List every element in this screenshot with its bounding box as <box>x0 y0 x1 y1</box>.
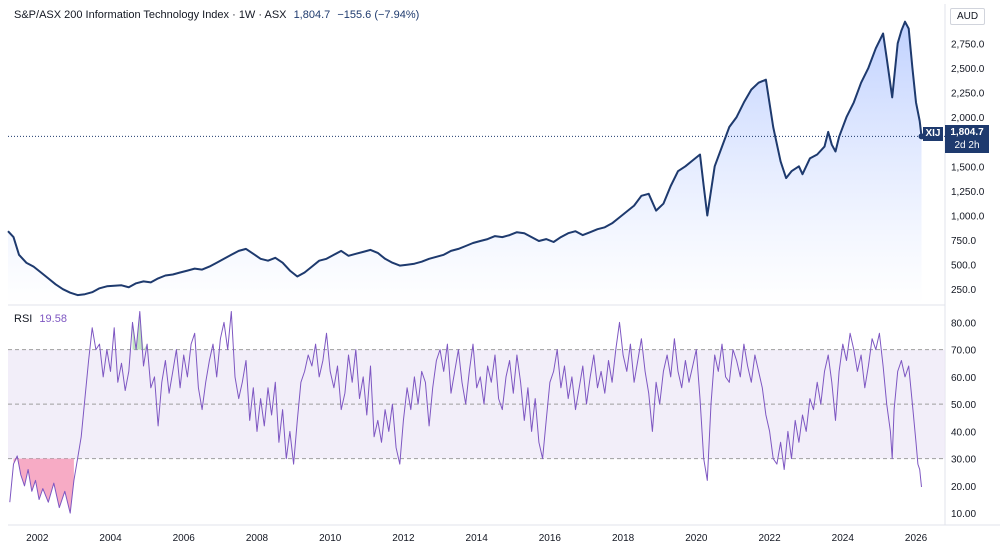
price-axis-tick-label: 2,250.0 <box>951 89 985 100</box>
time-axis-tick-label: 2026 <box>905 533 928 544</box>
time-axis-tick-label: 2014 <box>466 533 489 544</box>
time-axis-tick-label: 2002 <box>26 533 49 544</box>
price-axis-tick-label: 250.0 <box>951 285 976 296</box>
rsi-axis-tick-label: 20.00 <box>951 482 976 493</box>
symbol-tag: XIJ <box>923 127 943 141</box>
price-line <box>7 20 923 297</box>
chart-legend: S&P/ASX 200 Information Technology Index… <box>14 9 419 21</box>
symbol-tag-label: XIJ <box>925 128 941 139</box>
rsi-legend: RSI 19.58 <box>14 313 67 325</box>
rsi-line <box>9 311 922 514</box>
time-axis-tick-label: 2020 <box>685 533 708 544</box>
rsi-axis[interactable]: 10.00 20.00 30.00 40.00 50.00 60.00 70.00 80.00 <box>951 318 976 520</box>
rsi-axis-tick-label: 50.00 <box>951 400 976 411</box>
time-axis-tick-label: 2010 <box>319 533 342 544</box>
time-axis-tick-label: 2004 <box>99 533 122 544</box>
rsi-oversold-fill <box>13 458 74 514</box>
rsi-band-layer <box>8 311 945 514</box>
last-price-tag-value: 1,804.7 <box>950 127 984 138</box>
time-axis-tick-label: 2016 <box>539 533 562 544</box>
legend-change: −155.6 (−7.94%) <box>337 9 420 21</box>
time-axis-tick-label: 2022 <box>758 533 781 544</box>
price-axis-tick-label: 2,500.0 <box>951 64 985 75</box>
time-axis-tick-label: 2008 <box>246 533 269 544</box>
price-axis-tick-label: 2,750.0 <box>951 39 985 50</box>
currency-button[interactable]: AUD <box>950 8 986 25</box>
last-price-tag-countdown: 2d 2h <box>954 140 980 151</box>
rsi-legend-name: RSI <box>14 313 33 325</box>
rsi-line-layer <box>9 311 922 514</box>
rsi-axis-tick-label: 30.00 <box>951 455 976 466</box>
legend-last-value: 1,804.7 <box>293 9 331 21</box>
time-axis-tick-label: 2012 <box>392 533 415 544</box>
price-axis[interactable]: 250.0500.0750.01,000.01,250.01,500.01,75… <box>951 39 985 296</box>
price-axis-tick-label: 1,500.0 <box>951 162 985 173</box>
rsi-overbought-fill <box>132 311 148 350</box>
rsi-axis-tick-label: 10.00 <box>951 509 976 520</box>
rsi-legend-value: 19.58 <box>39 313 67 325</box>
price-area-layer <box>8 21 922 304</box>
price-axis-tick-label: 1,250.0 <box>951 187 985 198</box>
rsi-axis-tick-label: 60.00 <box>951 373 976 384</box>
rsi-axis-tick-label: 70.00 <box>951 346 976 357</box>
legend-title: S&P/ASX 200 Information Technology Index… <box>14 9 287 21</box>
price-axis-tick-label: 750.0 <box>951 236 976 247</box>
time-axis[interactable]: 2002 2004 2006 2008 2010 2012 2014 2016 2018 2020… <box>26 533 927 544</box>
time-axis-tick-label: 2018 <box>612 533 635 544</box>
price-area-fill <box>8 21 922 304</box>
time-axis-tick-label: 2024 <box>832 533 855 544</box>
price-axis-tick-label: 2,000.0 <box>951 113 985 124</box>
time-axis-tick-label: 2006 <box>173 533 196 544</box>
price-axis-tick-label: 1,000.0 <box>951 211 985 222</box>
rsi-axis-tick-label: 40.00 <box>951 427 976 438</box>
price-axis-tick-label: 500.0 <box>951 261 976 272</box>
last-price-tag: 1,804.7 2d 2h <box>945 125 989 153</box>
rsi-axis-tick-label: 80.00 <box>951 318 976 329</box>
